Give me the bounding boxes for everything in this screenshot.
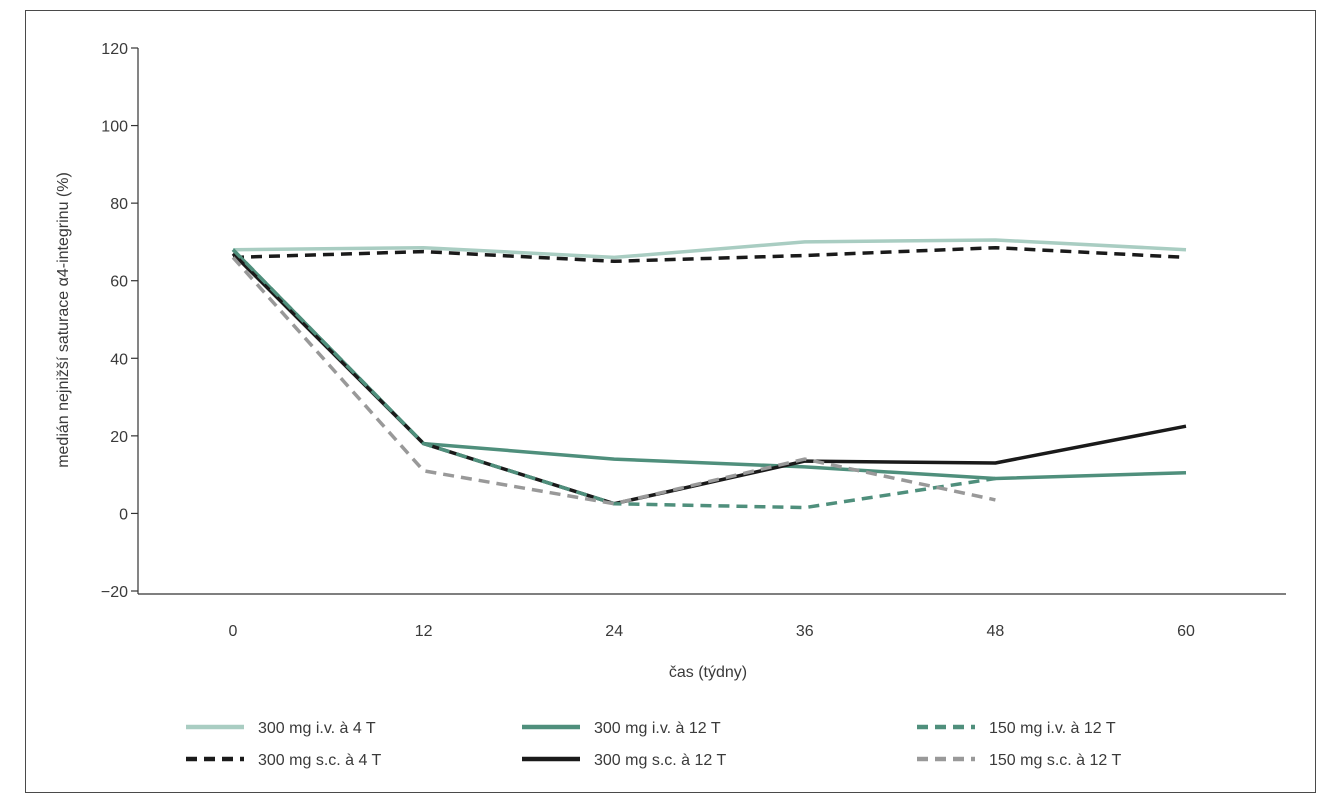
- chart-frame: [25, 10, 1316, 793]
- y-tick-label: 120: [101, 41, 128, 58]
- series-line: [231, 256, 996, 506]
- y-tick-label: 20: [110, 429, 128, 446]
- y-tick-label: 0: [119, 506, 128, 523]
- legend-label: 300 mg s.c. à 12 T: [594, 752, 726, 769]
- y-tick-label: 80: [110, 196, 128, 213]
- y-tick-label: 40: [110, 351, 128, 368]
- x-tick-label: 48: [987, 623, 1005, 640]
- x-tick-label: 12: [415, 623, 433, 640]
- y-tick-label: 100: [101, 119, 128, 136]
- x-tick-label: 36: [796, 623, 814, 640]
- legend-label: 300 mg i.v. à 4 T: [258, 720, 376, 737]
- series-line: [232, 245, 1187, 264]
- series-line: [231, 248, 996, 510]
- axes: 120 100 80 60 40 20 0 −20 0 12 24 36 48 60: [101, 41, 1286, 640]
- series-line: [232, 238, 1187, 260]
- legend-label: 300 mg s.c. à 4 T: [258, 752, 382, 769]
- series-lines: [231, 238, 1187, 510]
- legend-label: 300 mg i.v. à 12 T: [594, 720, 721, 737]
- legend-label: 150 mg s.c. à 12 T: [989, 752, 1121, 769]
- y-axis-label: medián nejnižší saturace α4-integrinu (%…: [55, 172, 72, 468]
- legend: 300 mg i.v. à 4 T 300 mg i.v. à 12 T 150 m…: [186, 720, 1121, 769]
- y-tick-label: 60: [110, 274, 128, 291]
- y-tick-label: −20: [101, 584, 128, 601]
- series-line: [231, 248, 1187, 481]
- legend-label: 150 mg i.v. à 12 T: [989, 720, 1116, 737]
- series-line: [231, 252, 1187, 506]
- x-axis-label: čas (týdny): [669, 664, 747, 681]
- x-tick-label: 24: [605, 623, 623, 640]
- x-tick-label: 0: [229, 623, 238, 640]
- x-tick-label: 60: [1177, 623, 1195, 640]
